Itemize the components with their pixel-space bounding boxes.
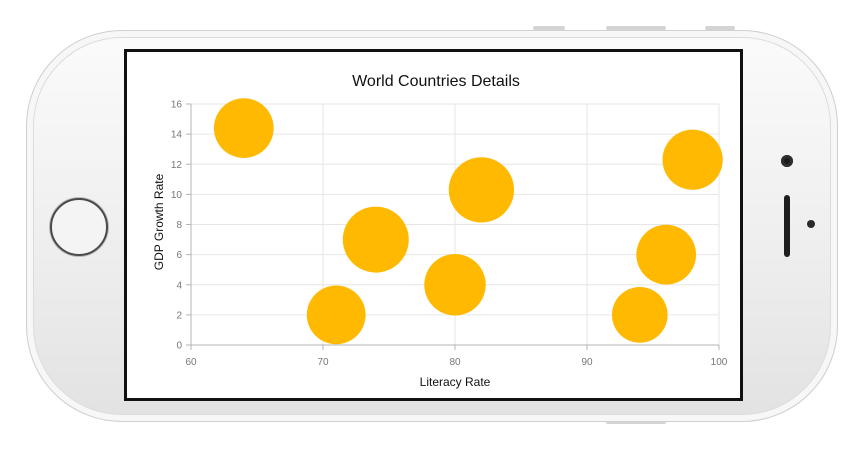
y-tick-label: 16	[171, 100, 183, 111]
power-button	[606, 420, 666, 424]
volume-up-button	[606, 26, 666, 30]
y-tick-label: 8	[176, 220, 182, 231]
data-bubble	[342, 206, 409, 273]
x-tick-label: 70	[317, 357, 329, 368]
data-bubble	[611, 287, 668, 343]
y-tick-label: 10	[171, 190, 183, 201]
y-tick-label: 2	[176, 310, 182, 321]
data-bubble	[213, 98, 274, 158]
data-bubble	[448, 157, 515, 223]
x-tick-label: 60	[185, 357, 197, 368]
data-bubble	[306, 285, 366, 345]
bubble-series	[213, 98, 723, 345]
x-tick-label: 100	[711, 357, 728, 368]
bubble-chart: World Countries Details 60 70 80 90 100 0 2 4 6 8…	[152, 73, 728, 389]
proximity-sensor	[807, 220, 815, 228]
x-tick-label: 90	[581, 357, 593, 368]
y-axis-label: GDP Growth Rate	[152, 173, 166, 270]
data-bubble	[636, 224, 697, 285]
tick-labels: 60 70 80 90 100 0 2 4 6 8 10 12 14 16	[171, 100, 728, 369]
x-tick-label: 80	[449, 357, 461, 368]
y-tick-label: 12	[171, 160, 183, 171]
home-button[interactable]	[50, 198, 108, 256]
phone-screen: World Countries Details 60 70 80 90 100 0 2 4 6 8…	[124, 49, 743, 401]
x-axis-label: Literacy Rate	[420, 375, 491, 389]
y-tick-label: 0	[176, 341, 182, 352]
data-bubble	[662, 129, 723, 190]
earpiece-speaker	[784, 195, 790, 257]
axes	[186, 103, 720, 350]
chart-title: World Countries Details	[352, 73, 520, 90]
y-tick-label: 14	[171, 130, 183, 141]
front-camera-icon	[781, 155, 793, 167]
y-tick-label: 6	[176, 250, 182, 261]
volume-down-button	[705, 26, 735, 30]
data-bubble	[424, 254, 486, 316]
y-tick-label: 4	[176, 280, 182, 291]
mute-switch	[533, 26, 565, 30]
